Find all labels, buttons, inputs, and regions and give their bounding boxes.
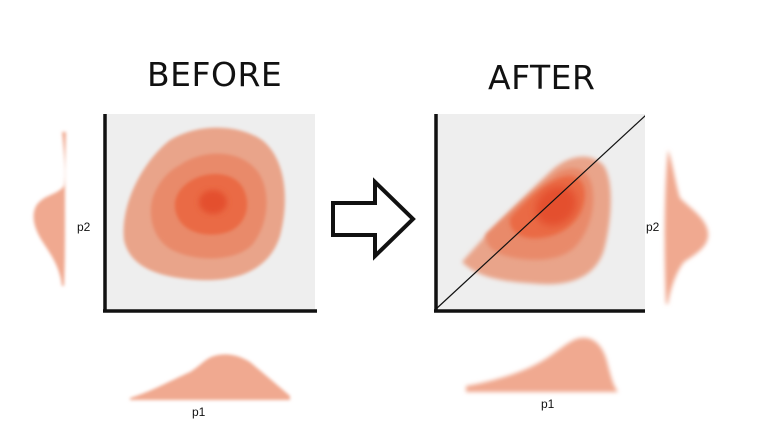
before-y-label: p2: [77, 220, 91, 234]
before-x-marginal: [130, 354, 290, 400]
after-y-marginal: [664, 150, 709, 304]
after-x-label: p1: [541, 397, 555, 411]
before-y-marginal: [33, 132, 66, 286]
before-title: BEFORE: [147, 55, 283, 94]
after-diagonal-line: [435, 115, 645, 310]
after-y-label: p2: [646, 220, 660, 234]
before-x-label: p1: [192, 405, 206, 419]
after-x-marginal: [466, 337, 618, 392]
after-title: AFTER: [488, 58, 596, 97]
after-contour-core: [535, 186, 577, 226]
before-contour-core: [199, 190, 227, 214]
